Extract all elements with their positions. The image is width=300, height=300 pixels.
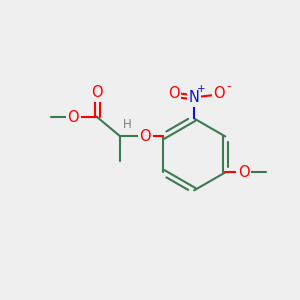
Text: H: H [122,118,131,130]
Text: O: O [92,85,103,100]
Text: O: O [213,86,225,101]
Text: -: - [226,80,230,93]
Text: O: O [168,86,179,101]
Text: O: O [238,165,249,180]
Text: N: N [189,90,200,105]
Text: O: O [140,129,151,144]
Text: +: + [197,84,206,94]
Text: O: O [68,110,79,125]
